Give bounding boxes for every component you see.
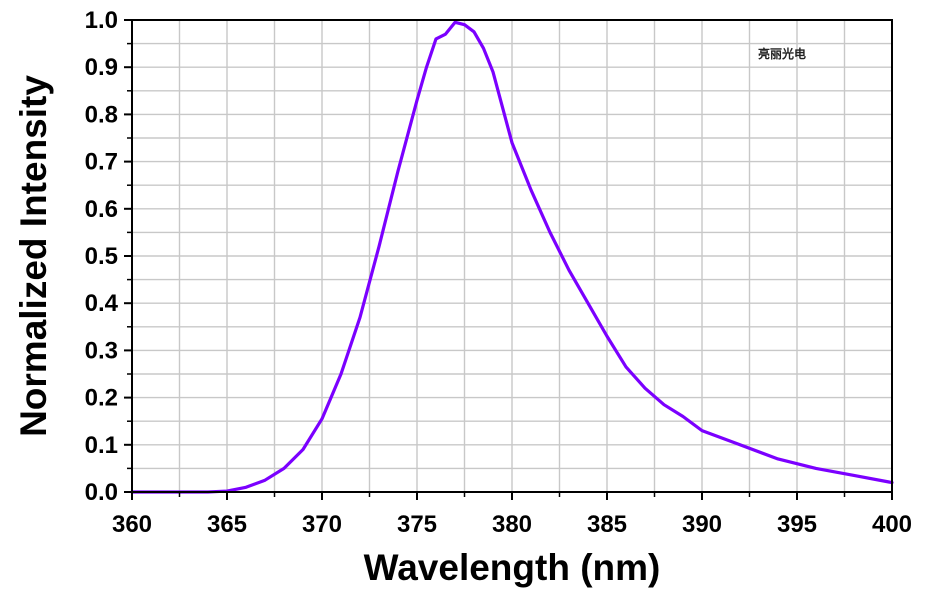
x-tick-label: 385 <box>587 511 627 538</box>
grid <box>132 20 892 492</box>
y-tick-label: 0.1 <box>85 432 118 459</box>
y-tick-label: 0.7 <box>85 149 118 176</box>
x-tick-label: 380 <box>492 511 532 538</box>
x-tick-label: 360 <box>112 511 152 538</box>
y-tick-label: 0.5 <box>85 243 118 270</box>
y-tick-label: 0.9 <box>85 54 118 81</box>
y-axis-title: Normalized Intensity <box>13 75 54 437</box>
x-tick-label: 395 <box>777 511 817 538</box>
y-tick-label: 0.3 <box>85 337 118 364</box>
y-tick-label: 0.8 <box>85 101 118 128</box>
axis-ticks <box>124 19 893 500</box>
x-axis-title: Wavelength (nm) <box>364 547 661 588</box>
y-tick-label: 0.2 <box>85 385 118 412</box>
y-tick-label: 0.6 <box>85 196 118 223</box>
x-tick-labels: 360 365 370 375 380 385 390 395 400 <box>112 511 912 538</box>
x-tick-label: 400 <box>872 511 912 538</box>
watermark-annotation: 亮丽光电 <box>758 46 806 61</box>
y-tick-label: 0.0 <box>85 479 118 506</box>
x-tick-label: 365 <box>207 511 247 538</box>
x-tick-label: 390 <box>682 511 722 538</box>
y-tick-label: 0.4 <box>85 290 119 317</box>
series-layer <box>130 20 894 494</box>
x-tick-label: 375 <box>397 511 437 538</box>
x-tick-label: 370 <box>302 511 342 538</box>
y-tick-labels: 0.0 0.1 0.2 0.3 0.4 0.5 0.6 0.7 0.8 0.9 1.0 <box>85 7 119 506</box>
y-tick-label: 1.0 <box>85 7 118 34</box>
series-line <box>130 20 894 494</box>
